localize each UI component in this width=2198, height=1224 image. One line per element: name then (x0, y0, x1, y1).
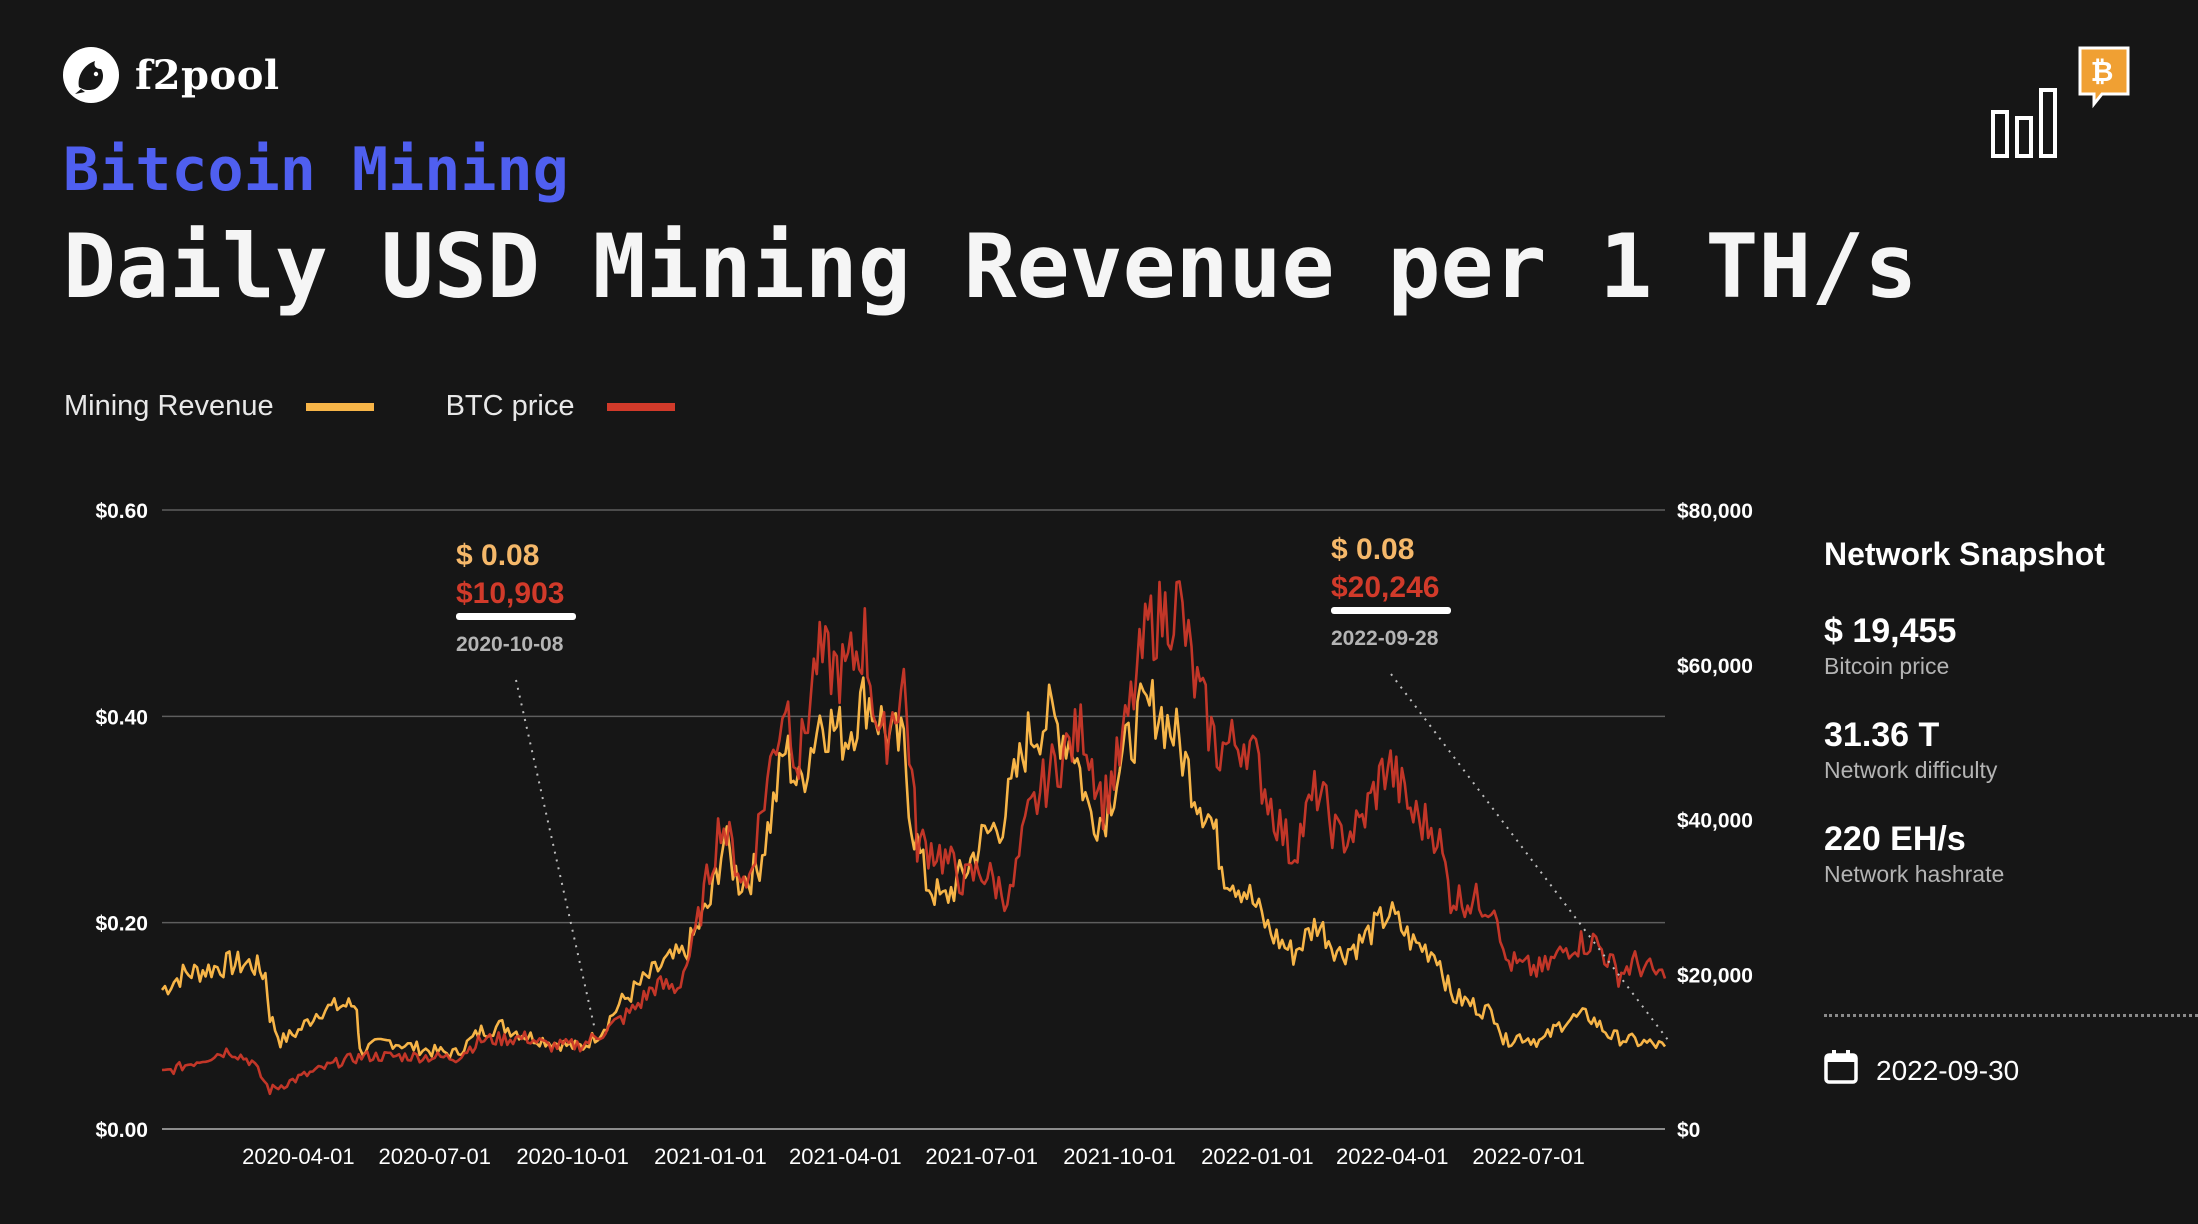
annotation-underline (1331, 607, 1451, 614)
f2pool-fish-icon (63, 47, 119, 103)
snapshot-label: Network difficulty (1824, 757, 1998, 783)
annotation-date: 2020-10-08 (456, 633, 564, 656)
brand-name: f2pool (135, 51, 280, 99)
snapshot-label: Network hashrate (1824, 861, 2005, 887)
y-left-tick-label: $0.60 (95, 500, 148, 523)
legend-label: BTC price (445, 390, 575, 422)
x-tick-label: 2020-04-01 (242, 1144, 355, 1169)
snapshot-label: Bitcoin price (1824, 653, 1950, 679)
annotation-leader-line (515, 679, 596, 1031)
x-tick-label: 2021-10-01 (1063, 1144, 1176, 1169)
x-tick-label: 2022-01-01 (1201, 1144, 1314, 1169)
annotation-revenue: $ 0.08 (456, 539, 539, 572)
x-tick-label: 2022-07-01 (1472, 1144, 1585, 1169)
y-left-tick-label: $0.20 (95, 913, 148, 936)
snapshot-value: $ 19,455 (1824, 612, 1957, 650)
snapshot-value: 31.36 T (1824, 716, 1940, 754)
annotation-price: $20,246 (1331, 571, 1439, 604)
y-right-tick-label: $40,000 (1677, 810, 1753, 833)
x-tick-label: 2021-01-01 (654, 1144, 767, 1169)
y-right-tick-label: $20,000 (1677, 964, 1753, 987)
brand-logo[interactable]: f2pool (63, 47, 280, 103)
legend-item-btc-price: BTC price (446, 390, 675, 423)
bitcoin-bar-chart-icon: ₿ (1990, 44, 2130, 167)
series-line-btc-price (161, 580, 1667, 1096)
x-tick-label: 2021-04-01 (789, 1144, 902, 1169)
snapshot-network-hashrate: 220 EH/s Network hashrate (1824, 819, 2198, 889)
legend-label: Mining Revenue (64, 390, 274, 422)
network-snapshot-panel: Network Snapshot $ 19,455 Bitcoin price … (1824, 536, 2198, 1086)
calendar-icon (1824, 1050, 1858, 1091)
chart-subtitle: Bitcoin Mining (63, 135, 569, 205)
snapshot-title: Network Snapshot (1824, 536, 2105, 572)
x-tick-label: 2020-07-01 (378, 1144, 491, 1169)
annotation-date: 2022-09-28 (1331, 627, 1439, 650)
y-right-tick-label: $60,000 (1677, 655, 1753, 678)
y-left-tick-label: $0.00 (95, 1119, 148, 1142)
svg-text:₿: ₿ (2091, 55, 2114, 88)
legend-swatch (606, 402, 675, 411)
y-left-tick-label: $0.40 (95, 706, 148, 729)
annotation-leader-line (1390, 673, 1669, 1041)
annotation-revenue: $ 0.08 (1331, 533, 1414, 566)
y-right-tick-label: $0 (1677, 1119, 1700, 1142)
legend-swatch (305, 402, 374, 411)
annotation-price: $10,903 (456, 577, 564, 610)
annotation-underline (456, 613, 576, 620)
x-tick-label: 2020-10-01 (516, 1144, 629, 1169)
snapshot-date-text: 2022-09-30 (1876, 1054, 2020, 1086)
x-tick-label: 2021-07-01 (925, 1144, 1038, 1169)
chart-title: Daily USD Mining Revenue per 1 TH/s (63, 215, 1918, 318)
snapshot-bitcoin-price: $ 19,455 Bitcoin price (1824, 611, 2198, 681)
legend-item-mining-revenue: Mining Revenue (64, 390, 374, 423)
snapshot-date: 2022-09-30 (1824, 1050, 2019, 1091)
snapshot-value: 220 EH/s (1824, 820, 1966, 858)
y-right-tick-label: $80,000 (1677, 500, 1753, 523)
snapshot-network-difficulty: 31.36 T Network difficulty (1824, 715, 2198, 785)
chart-legend: Mining Revenue BTC price (64, 390, 747, 423)
x-tick-label: 2022-04-01 (1336, 1144, 1449, 1169)
line-chart: $0.00 $0.20 $0.40 $0.60 $0 $20,000 $40,000 $60,… (95, 500, 1753, 1169)
series-line-mining-revenue (160, 676, 1667, 1060)
snapshot-divider (1824, 1014, 2198, 1017)
